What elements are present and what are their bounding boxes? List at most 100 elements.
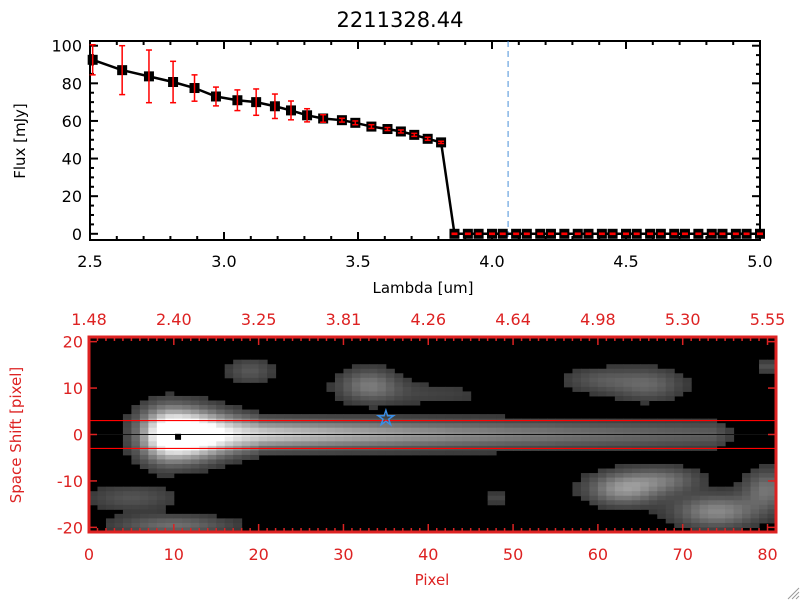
heatmap-cell [733, 504, 743, 510]
heatmap-cell [648, 504, 658, 510]
heatmap-cell [572, 373, 582, 379]
heatmap-cell [139, 414, 149, 420]
heatmap-cell [173, 522, 183, 528]
heatmap-cell [767, 513, 777, 519]
top-x-tick-label: 3.81 [326, 310, 362, 329]
heatmap-cell [207, 436, 217, 442]
heatmap-cell [105, 495, 115, 501]
heatmap-cell [665, 386, 675, 392]
heatmap-cell [199, 463, 209, 470]
heatmap-cell [377, 386, 387, 392]
heatmap-cell [428, 414, 438, 420]
heatmap-cell [674, 500, 684, 506]
heatmap-cell [258, 364, 268, 370]
heatmap-cell [665, 482, 675, 488]
heatmap-cell [173, 518, 183, 524]
heatmap-cell [343, 395, 353, 401]
heatmap-cell [733, 518, 743, 524]
heatmap-cell [165, 459, 175, 465]
heatmap-cell [351, 436, 361, 442]
heatmap-cell [224, 409, 234, 415]
heatmap-cell [767, 468, 777, 474]
heatmap-cell [131, 513, 141, 519]
heatmap-cell [411, 382, 421, 388]
heatmap-cell [156, 509, 166, 515]
heatmap-cell [343, 436, 353, 442]
heatmap-cell [241, 427, 251, 433]
heatmap-cell [139, 423, 149, 429]
heatmap-cell [267, 414, 277, 420]
heatmap-cell [547, 423, 556, 429]
heatmap-cell [156, 395, 166, 401]
heatmap-cell [614, 495, 624, 501]
heatmap-cell [767, 368, 777, 374]
heatmap-cell [173, 463, 183, 470]
heatmap-cell [241, 450, 251, 456]
heatmap-cell [122, 441, 132, 447]
heatmap-cell [156, 450, 166, 456]
heatmap-cell [691, 423, 701, 429]
heatmap-cell [105, 518, 115, 524]
heatmap-cell [368, 368, 378, 374]
heatmap-cell [648, 482, 658, 488]
heatmap-cell [657, 509, 667, 515]
heatmap-cell [682, 504, 692, 510]
error-bar [397, 129, 404, 134]
heatmap-cell [224, 454, 234, 460]
heatmap-cell [504, 423, 514, 429]
heatmap-cell [580, 473, 590, 479]
heatmap-cell [657, 423, 667, 429]
heatmap-cell [648, 395, 658, 401]
heatmap-cell [759, 486, 769, 492]
heatmap-cell [394, 382, 404, 388]
heatmap-cell [241, 423, 251, 429]
heatmap-cell [597, 468, 607, 474]
heatmap-cell [402, 395, 412, 401]
heatmap-cell [674, 373, 684, 379]
star-icon [375, 407, 396, 427]
flux-plot: 2.5 3.0 3.5 4.0 4.5 5.0 0 20 40 60 80 100 [51, 37, 772, 271]
heatmap-cell [614, 477, 624, 483]
error-bar [633, 232, 640, 236]
heatmap-cell [351, 391, 361, 397]
heatmap-cell [182, 409, 192, 415]
heatmap-cell [148, 495, 158, 501]
heatmap-cell [708, 436, 718, 442]
heatmap-cell [148, 450, 158, 456]
heatmap-cell [640, 477, 650, 483]
top-x-tick-label: 5.55 [750, 310, 786, 329]
heatmap-cell [377, 395, 387, 401]
heatmap-cell [445, 414, 455, 420]
heatmap-cell [148, 509, 158, 515]
heatmap-cell [640, 373, 650, 379]
heatmap-cell [487, 491, 497, 497]
heatmap-cell [589, 373, 599, 379]
heatmap-cell [742, 477, 752, 483]
heatmap-cell [470, 427, 480, 433]
heatmap-cell [411, 414, 421, 420]
resize-grip-icon[interactable] [787, 587, 800, 600]
heatmap-cell [411, 386, 421, 392]
heatmap-cell [614, 395, 624, 401]
heatmap-cell [657, 491, 667, 497]
heatmap-cell [462, 450, 472, 456]
heatmap-cell [419, 386, 429, 392]
heatmap-cell [190, 423, 200, 429]
heatmap-cell [301, 436, 311, 442]
heatmap-cell [640, 400, 650, 406]
heatmap-cell [148, 522, 158, 528]
heatmap-cell [419, 423, 429, 429]
heatmap-cell [182, 427, 192, 433]
error-bar [499, 232, 506, 236]
heatmap-cell [326, 414, 336, 420]
heatmap-cell [538, 427, 548, 433]
heatmap-cell [597, 373, 607, 379]
heatmap-cell [275, 450, 285, 456]
heatmap-cell [131, 409, 141, 415]
heatmap-cell [708, 513, 718, 519]
heatmap-cell [275, 441, 285, 447]
heatmap-cell [122, 491, 132, 497]
heatmap-cell [530, 423, 540, 429]
error-bar [681, 232, 688, 236]
heatmap-cell [716, 518, 726, 524]
